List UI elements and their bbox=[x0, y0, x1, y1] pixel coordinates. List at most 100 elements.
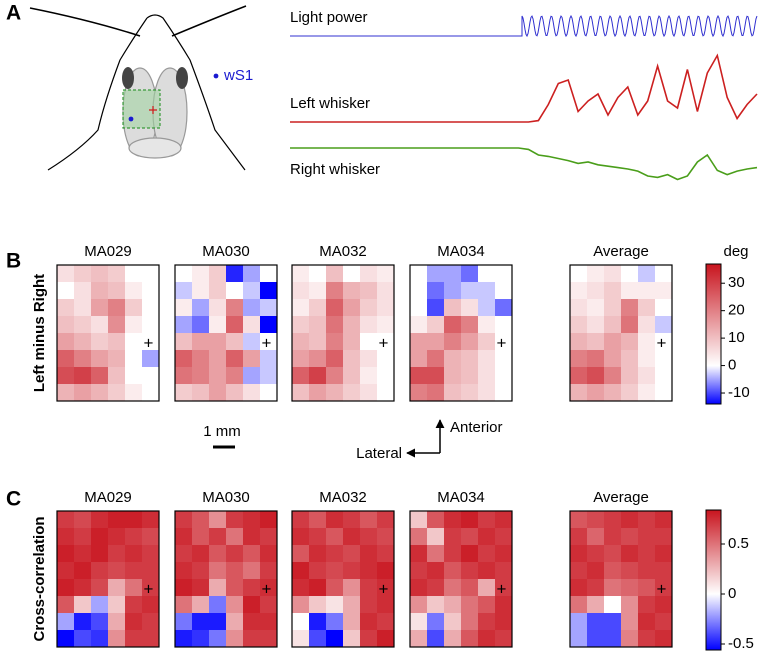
map-title: MA034 bbox=[437, 489, 485, 506]
heat-cell bbox=[209, 350, 226, 367]
heat-cell bbox=[427, 367, 444, 384]
heat-cell bbox=[125, 562, 142, 579]
heat-cell bbox=[343, 613, 360, 630]
heat-cell bbox=[343, 333, 360, 350]
heat-cell bbox=[410, 299, 427, 316]
heat-cell bbox=[621, 384, 638, 401]
heat-cell bbox=[292, 596, 309, 613]
heat-cell bbox=[655, 579, 672, 596]
heat-cell bbox=[91, 333, 108, 350]
heat-cell bbox=[142, 579, 159, 596]
heat-cell bbox=[343, 528, 360, 545]
heat-cell bbox=[360, 299, 377, 316]
heat-cell bbox=[57, 367, 74, 384]
heat-cell bbox=[91, 613, 108, 630]
map-title: MA034 bbox=[437, 243, 485, 260]
heat-cell bbox=[495, 316, 512, 333]
heat-cell bbox=[570, 579, 587, 596]
heat-cell bbox=[326, 613, 343, 630]
marker: + bbox=[144, 580, 154, 599]
heat-cell bbox=[377, 299, 394, 316]
heat-cell bbox=[226, 282, 243, 299]
heat-cell bbox=[260, 528, 277, 545]
heat-cell bbox=[638, 613, 655, 630]
heat-cell bbox=[621, 528, 638, 545]
heat-cell bbox=[410, 613, 427, 630]
marker: + bbox=[379, 580, 389, 599]
heat-cell bbox=[638, 384, 655, 401]
heat-cell bbox=[209, 367, 226, 384]
heat-cell bbox=[74, 299, 91, 316]
heat-cell bbox=[461, 350, 478, 367]
heat-cell bbox=[377, 511, 394, 528]
map-frame bbox=[569, 510, 673, 648]
heat-cell bbox=[604, 511, 621, 528]
heat-cell bbox=[495, 367, 512, 384]
heat-cell bbox=[243, 333, 260, 350]
heat-cell bbox=[621, 299, 638, 316]
heat-cell bbox=[91, 350, 108, 367]
heat-cell bbox=[377, 282, 394, 299]
heat-cell bbox=[604, 265, 621, 282]
heat-cell bbox=[621, 562, 638, 579]
heat-cell bbox=[461, 579, 478, 596]
trace bbox=[290, 147, 758, 181]
heat-cell bbox=[621, 511, 638, 528]
heat-cell bbox=[243, 613, 260, 630]
heat-cell bbox=[192, 299, 209, 316]
heat-cell bbox=[427, 511, 444, 528]
heat-cell bbox=[175, 282, 192, 299]
heat-cell bbox=[326, 579, 343, 596]
heat-cell bbox=[587, 562, 604, 579]
heat-cell bbox=[478, 384, 495, 401]
heat-cell bbox=[209, 579, 226, 596]
panel-label: A bbox=[6, 2, 21, 25]
heat-cell bbox=[292, 528, 309, 545]
heat-cell bbox=[360, 528, 377, 545]
heat-cell bbox=[655, 384, 672, 401]
heat-cell bbox=[125, 350, 142, 367]
heat-cell bbox=[343, 545, 360, 562]
heat-cell bbox=[74, 265, 91, 282]
map-frame bbox=[291, 510, 395, 648]
legend-label: Light power bbox=[290, 9, 368, 26]
heat-cell bbox=[461, 367, 478, 384]
heat-cell bbox=[74, 511, 91, 528]
heat-cell bbox=[125, 333, 142, 350]
map-frame bbox=[56, 510, 160, 648]
heat-cell bbox=[125, 613, 142, 630]
heat-cell bbox=[461, 511, 478, 528]
heat-cell bbox=[57, 384, 74, 401]
heat-cell bbox=[461, 562, 478, 579]
heat-cell bbox=[638, 579, 655, 596]
heat-cell bbox=[410, 367, 427, 384]
heat-cell bbox=[142, 282, 159, 299]
map-frame bbox=[569, 264, 673, 402]
heat-cell bbox=[125, 596, 142, 613]
heat-cell bbox=[91, 579, 108, 596]
heat-cell bbox=[444, 384, 461, 401]
heat-cell bbox=[209, 265, 226, 282]
colorbar-tick-label: -0.5 bbox=[728, 635, 754, 652]
heat-cell bbox=[570, 511, 587, 528]
heat-cell bbox=[587, 299, 604, 316]
heat-cell bbox=[309, 528, 326, 545]
heat-cell bbox=[360, 265, 377, 282]
heat-cell bbox=[570, 596, 587, 613]
map-title: Average bbox=[593, 489, 649, 506]
heat-cell bbox=[309, 316, 326, 333]
heat-cell bbox=[57, 579, 74, 596]
heat-cell bbox=[604, 613, 621, 630]
heat-cell bbox=[638, 630, 655, 647]
heat-cell bbox=[326, 299, 343, 316]
heat-cell bbox=[309, 333, 326, 350]
heat-cell bbox=[343, 350, 360, 367]
heat-cell bbox=[260, 562, 277, 579]
heat-cell bbox=[343, 299, 360, 316]
heat-cell bbox=[377, 596, 394, 613]
heat-cell bbox=[444, 333, 461, 350]
heat-cell bbox=[175, 528, 192, 545]
heat-cell bbox=[226, 596, 243, 613]
heat-cell bbox=[495, 562, 512, 579]
heat-cell bbox=[570, 384, 587, 401]
